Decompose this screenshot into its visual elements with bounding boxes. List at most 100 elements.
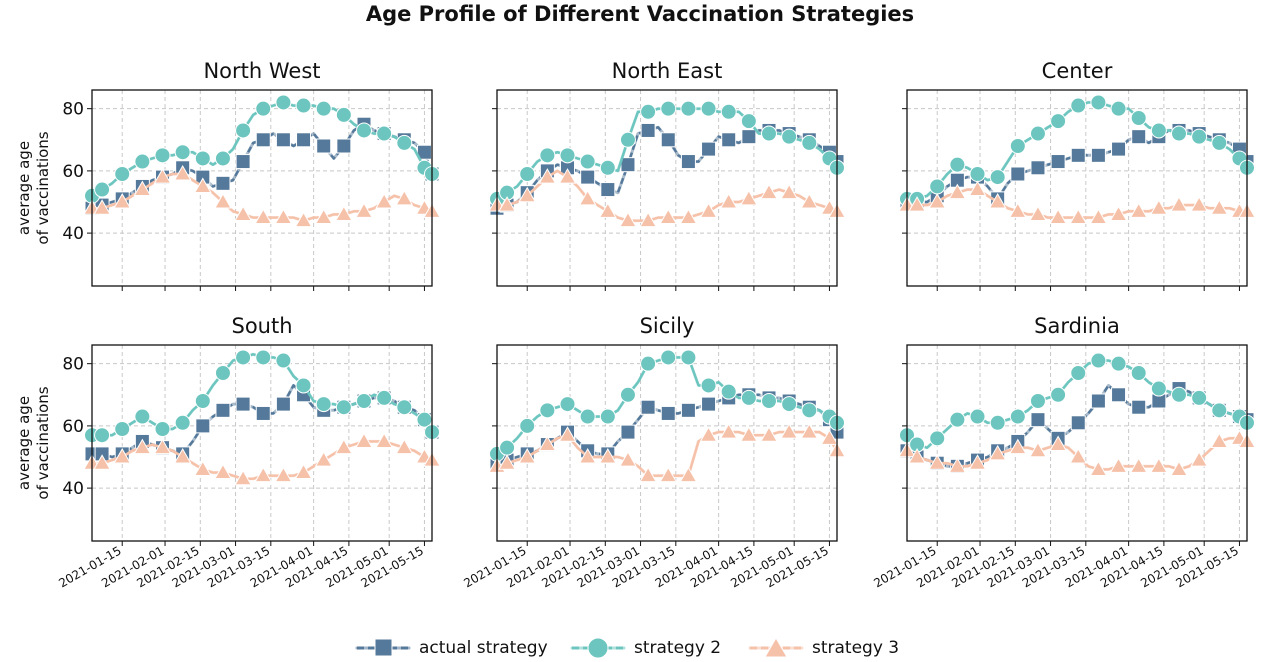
marker-triangle	[558, 426, 577, 442]
marker-square	[1070, 147, 1086, 163]
marker-circle	[761, 125, 777, 142]
marker-square	[701, 141, 717, 157]
panel-frame	[496, 344, 838, 542]
panel-title: Sicily	[640, 314, 695, 338]
series-strategy3	[898, 429, 1256, 476]
marker-circle	[134, 408, 151, 425]
panel-south: 4060802021-01-152021-02-012021-02-152021…	[15, 314, 441, 590]
marker-triangle	[800, 192, 819, 209]
marker-circle	[174, 144, 191, 161]
marker-triangle	[234, 469, 252, 486]
marker-circle	[1171, 125, 1187, 142]
marker-triangle	[659, 466, 678, 483]
marker-square	[721, 132, 737, 148]
marker-triangle	[93, 199, 111, 215]
marker-triangle	[314, 451, 333, 467]
panel-title: South	[231, 314, 292, 338]
marker-triangle	[968, 454, 987, 470]
marker-triangle	[294, 211, 313, 228]
marker-triangle	[1069, 208, 1088, 225]
legend-label-actual: actual strategy	[419, 638, 548, 658]
marker-triangle	[1149, 457, 1168, 473]
marker-triangle	[1089, 460, 1108, 476]
y-axis-label: average ageof vaccinations	[15, 386, 52, 499]
marker-triangle	[908, 447, 926, 464]
marker-circle	[660, 100, 677, 117]
marker-circle	[579, 408, 596, 425]
marker-circle	[499, 439, 516, 456]
marker-triangle	[598, 202, 617, 218]
series-strategy3	[488, 168, 846, 228]
marker-triangle	[395, 189, 414, 206]
marker-square	[296, 132, 312, 148]
legend-swatch-strategy2	[570, 637, 626, 659]
marker-square	[195, 418, 211, 434]
series-strategy3	[83, 432, 441, 486]
panel-center: Center	[898, 59, 1256, 291]
legend-item-strategy3: strategy 3	[748, 636, 899, 660]
legend-label-strategy2: strategy 2	[634, 638, 722, 658]
marker-triangle	[760, 426, 778, 442]
marker-square	[316, 138, 332, 154]
marker-circle	[929, 430, 946, 447]
marker-triangle	[193, 177, 212, 193]
marker-triangle	[1049, 435, 1067, 452]
marker-circle	[335, 106, 352, 123]
marker-triangle	[254, 466, 273, 483]
marker-circle	[989, 169, 1006, 186]
marker-circle	[154, 147, 171, 164]
marker-square	[275, 396, 291, 412]
marker-circle	[761, 393, 777, 409]
marker-triangle	[908, 196, 926, 212]
marker-square	[255, 405, 271, 421]
marker-square	[1131, 129, 1147, 145]
marker-triangle	[699, 202, 718, 218]
marker-circle	[1211, 134, 1228, 151]
marker-triangle	[498, 196, 516, 212]
marker-triangle	[334, 205, 353, 221]
legend-swatch-strategy3	[748, 637, 804, 658]
marker-square	[741, 129, 757, 145]
panel-north-west: 40 60 80 North West average ageof vaccinatio…	[15, 59, 441, 291]
marker-square	[600, 182, 616, 198]
marker-triangle	[1129, 457, 1148, 473]
marker-triangle	[988, 192, 1007, 209]
marker-circle	[579, 153, 596, 170]
marker-circle	[154, 421, 171, 437]
marker-triangle	[1210, 432, 1229, 448]
marker-circle	[315, 100, 332, 117]
marker-triangle	[800, 423, 819, 439]
marker-circle	[599, 159, 616, 176]
panel-frame	[906, 344, 1248, 542]
marker-circle	[599, 408, 616, 425]
marker-circle	[376, 125, 393, 142]
marker-circle	[1070, 365, 1087, 381]
marker-circle	[1110, 100, 1127, 117]
marker-circle	[720, 383, 737, 400]
marker-circle	[275, 352, 292, 369]
marker-triangle	[1109, 457, 1128, 473]
marker-circle	[1171, 386, 1187, 403]
marker-triangle	[780, 183, 799, 200]
marker-circle	[396, 134, 413, 151]
marker-circle	[214, 150, 231, 167]
marker-triangle	[1210, 199, 1229, 215]
panel-frame	[91, 344, 433, 542]
y-tick-label: 60	[62, 162, 84, 182]
marker-circle	[1070, 97, 1087, 114]
marker-triangle	[1170, 196, 1188, 212]
marker-circle	[680, 349, 697, 366]
marker-square	[701, 396, 717, 412]
y-tick-label: 60	[62, 417, 84, 437]
marker-circle	[969, 166, 986, 182]
marker-triangle	[739, 426, 758, 442]
marker-circle	[740, 389, 757, 406]
marker-circle	[781, 396, 798, 413]
marker-triangle	[639, 211, 657, 228]
marker-square	[620, 424, 636, 440]
marker-triangle	[1029, 205, 1047, 221]
marker-triangle	[133, 438, 152, 455]
panel-sicily: 2021-01-152021-02-012021-02-152021-03-01…	[461, 314, 846, 590]
marker-circle	[519, 417, 536, 434]
series-strategy2	[899, 352, 1255, 453]
